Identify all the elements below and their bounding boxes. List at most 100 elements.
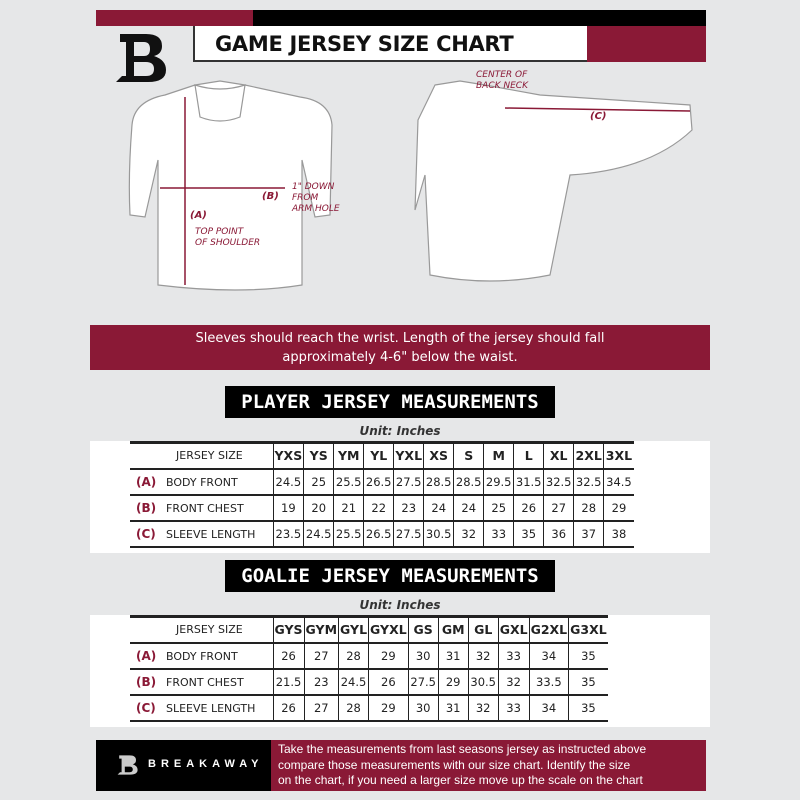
table-cell: 37: [573, 520, 604, 547]
arm-hole-label: 1" DOWN FROM ARM HOLE: [292, 182, 340, 215]
size-col-header: 2XL: [573, 442, 604, 469]
fit-note-line: Sleeves should reach the wrist. Length o…: [195, 331, 605, 346]
label-b: (B): [262, 191, 279, 202]
row-label: (A) BODY FRONT: [130, 643, 273, 669]
row-label: (C) SLEEVE LENGTH: [130, 695, 273, 721]
table-cell: 33: [483, 520, 514, 547]
player-heading: PLAYER JERSEY MEASUREMENTS: [225, 386, 555, 418]
table-cell: 32: [467, 642, 499, 669]
table-cell: 24: [453, 494, 484, 521]
table-cell: 33: [497, 694, 530, 721]
top-bar: [253, 10, 706, 26]
shoulder-line: OF SHOULDER: [195, 238, 261, 248]
table-cell: 27.5: [393, 468, 424, 495]
table-cell: 21: [333, 494, 364, 521]
front-collar: [194, 84, 246, 122]
table-cell: 34: [528, 694, 569, 721]
table-cell: 31: [437, 694, 469, 721]
table-cell: 26: [368, 668, 409, 695]
back-jersey-outline: [414, 80, 693, 282]
label-a: (A): [190, 210, 207, 221]
table-cell: 30: [407, 642, 439, 669]
row-label-text: BODY FRONT: [166, 475, 238, 489]
size-col-header: XL: [543, 442, 574, 469]
table-cell: 29: [603, 494, 634, 521]
table-cell: 29: [368, 694, 409, 721]
row-letter: (A): [136, 474, 157, 489]
table-cell: 24: [423, 494, 454, 521]
brand-name: BREAKAWAY: [148, 758, 264, 770]
table-cell: 30.5: [467, 668, 499, 695]
table-cell: 32.5: [543, 468, 574, 495]
shoulder-label: TOP POINT OF SHOULDER: [195, 227, 260, 249]
table-cell: 28: [338, 642, 369, 669]
table-cell: 28.5: [423, 468, 454, 495]
arm-hole-line: 1" DOWN: [292, 182, 335, 192]
table-cell: 25: [483, 494, 514, 521]
table-cell: 35: [513, 520, 544, 547]
table-cell: 26: [272, 642, 305, 669]
table-cell: 32: [453, 520, 484, 547]
goalie-heading: GOALIE JERSEY MEASUREMENTS: [225, 560, 555, 592]
size-col-header: YXL: [393, 442, 424, 469]
table-cell: 26.5: [363, 520, 394, 547]
row-label: (B) FRONT CHEST: [130, 669, 273, 695]
table-cell: 24.5: [338, 668, 369, 695]
row-letter: (C): [136, 526, 156, 541]
row-letter: (C): [136, 700, 156, 715]
table-cell: 23: [303, 668, 339, 695]
jersey-size-header: JERSEY SIZE: [176, 449, 243, 463]
size-col-header: GYL: [338, 616, 369, 643]
table-cell: 38: [603, 520, 634, 547]
table-row: (B) FRONT CHEST 21.5 23 24.5 26 27.5 29 30.5 32 33…: [130, 668, 608, 695]
table-cell: 26: [513, 494, 544, 521]
size-col-header: GYM: [303, 616, 339, 643]
table-cell: 25.5: [333, 520, 364, 547]
table-row: (C) SLEEVE LENGTH 26 27 28 29 30 31 32 33 34 35: [130, 694, 608, 721]
size-col-header: 3XL: [603, 442, 634, 469]
row-label-text: SLEEVE LENGTH: [166, 527, 256, 541]
table-cell: 23: [393, 494, 424, 521]
size-col-header: M: [483, 442, 514, 469]
size-col-header: GYS: [272, 616, 305, 643]
row-label: (B) FRONT CHEST: [130, 495, 273, 521]
player-table: JERSEY SIZE YXS YS YM YL YXL XS S M L XL 2XL 3XL (A) B…: [130, 441, 634, 548]
label-c: (C): [590, 111, 607, 122]
size-col-header: YS: [303, 442, 334, 469]
table-cell: 25: [303, 468, 334, 495]
row-label: (C) SLEEVE LENGTH: [130, 521, 273, 547]
table-cell: 33: [497, 642, 530, 669]
table-cell: 32: [467, 694, 499, 721]
table-cell: 25.5: [333, 468, 364, 495]
table-cell: 26.5: [363, 468, 394, 495]
breakaway-logo-icon: [116, 34, 166, 82]
table-cell: 30.5: [423, 520, 454, 547]
table-row: (C) SLEEVE LENGTH 23.5 24.5 25.5 26.5 27.5 30.5…: [130, 520, 634, 547]
table-row: (B) FRONT CHEST 19 20 21 22 23 24 24 25 26 27 28 29: [130, 494, 634, 521]
footer-line: Take the measurements from last seasons …: [278, 742, 647, 756]
table-cell: 29: [437, 668, 469, 695]
table-cell: 35: [568, 668, 608, 695]
size-col-header: YXS: [272, 442, 304, 469]
fit-note-line: approximately 4-6" below the waist.: [282, 350, 518, 365]
table-cell: 21.5: [272, 668, 305, 695]
table-cell: 31: [437, 642, 469, 669]
measure-line-c: [504, 107, 691, 112]
table-cell: 19: [272, 494, 304, 521]
table-row: (A) BODY FRONT 26 27 28 29 30 31 32 33 34 35: [130, 642, 608, 669]
goalie-size-table: JERSEY SIZE GYS GYM GYL GYXL GS GM GL GXL G2XL G3X…: [90, 615, 710, 727]
table-cell: 28.5: [453, 468, 484, 495]
table-cell: 26: [272, 694, 305, 721]
table-cell: 36: [543, 520, 574, 547]
title-accent-block: [587, 26, 706, 62]
size-header-row: JERSEY SIZE YXS YS YM YL YXL XS S M L XL 2XL 3XL: [130, 442, 634, 469]
jersey-diagram: [128, 80, 693, 291]
row-label-text: FRONT CHEST: [166, 501, 244, 515]
row-label: (A) BODY FRONT: [130, 469, 273, 495]
size-col-header: GXL: [497, 616, 530, 643]
size-header-row: JERSEY SIZE GYS GYM GYL GYXL GS GM GL GXL G2XL G3X…: [130, 616, 608, 643]
table-cell: 27: [543, 494, 574, 521]
table-cell: 27.5: [407, 668, 439, 695]
row-letter: (B): [136, 674, 157, 689]
table-cell: 34: [528, 642, 569, 669]
